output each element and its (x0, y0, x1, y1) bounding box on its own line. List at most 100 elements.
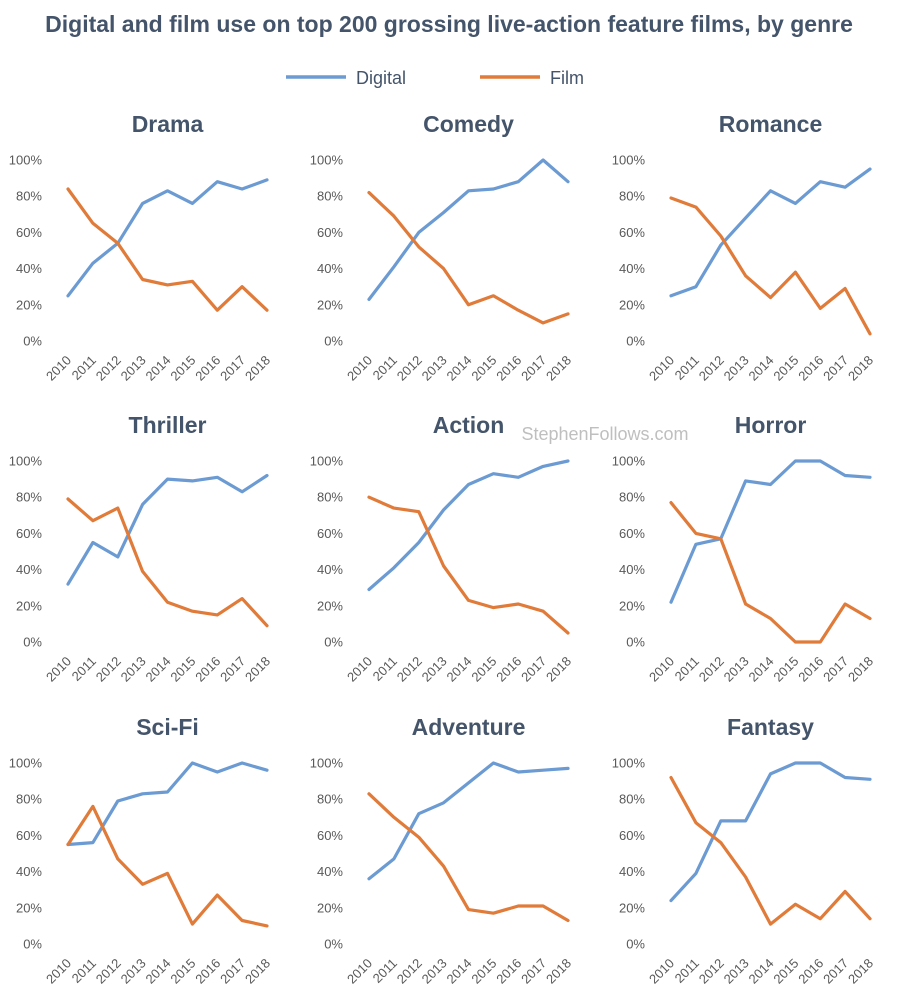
series-line-film (66, 804, 269, 928)
x-tick-label: 2017 (518, 353, 549, 384)
x-tick-label: 2011 (370, 956, 400, 986)
x-tick-label: 2010 (43, 956, 74, 987)
x-tick-label: 2016 (192, 654, 223, 685)
x-tick-label: 2018 (845, 353, 876, 384)
x-tick-label: 2010 (344, 654, 375, 685)
x-tick-label: 2017 (820, 353, 851, 384)
series-line-film (367, 792, 570, 923)
x-tick-label: 2015 (770, 654, 801, 685)
x-tick-label: 2010 (344, 956, 375, 987)
x-tick-label: 2018 (242, 353, 273, 384)
panel-action: Action 0% 20% 40% 60% 80% 100% 2010201120122013… (310, 412, 574, 685)
x-tick-label: 2017 (518, 956, 549, 987)
x-tick-label: 2018 (845, 654, 876, 685)
panel-title-fantasy: Fantasy (727, 714, 814, 740)
y-tick-label: 80% (619, 490, 645, 505)
x-tick-label: 2017 (820, 654, 851, 685)
y-tick-label: 20% (619, 297, 645, 312)
x-tick-label: 2011 (370, 353, 400, 383)
y-tick-label: 100% (612, 454, 646, 469)
x-tick-label: 2012 (696, 353, 727, 384)
y-tick-label: 80% (317, 189, 343, 204)
y-tick-label: 80% (16, 792, 42, 807)
x-tick-label: 2017 (217, 654, 248, 685)
x-tick-label: 2016 (795, 353, 826, 384)
y-tick-label: 20% (317, 900, 343, 915)
x-tick-label: 2017 (217, 956, 248, 987)
x-tick-label: 2017 (820, 956, 851, 987)
series-line-film (367, 495, 570, 635)
y-tick-label: 20% (619, 598, 645, 613)
panel-title-adventure: Adventure (412, 714, 526, 740)
y-tick-label: 80% (317, 792, 343, 807)
y-tick-label: 100% (9, 153, 43, 168)
x-tick-label: 2012 (394, 654, 425, 685)
series-line-film (66, 497, 269, 628)
x-tick-label: 2012 (394, 353, 425, 384)
x-tick-label: 2012 (696, 654, 727, 685)
series-line-digital (669, 459, 872, 604)
x-tick-label: 2018 (242, 654, 273, 685)
x-tick-label: 2016 (493, 654, 524, 685)
series-line-film (66, 187, 269, 312)
panel-drama: Drama0%20%40%60%80%100%20102011201220132… (9, 111, 273, 384)
x-tick-label: 2016 (795, 654, 826, 685)
y-tick-label: 100% (310, 454, 344, 469)
y-tick-label: 40% (16, 864, 42, 879)
y-tick-label: 60% (317, 526, 343, 541)
y-tick-label: 60% (619, 828, 645, 843)
series-line-digital (669, 761, 872, 903)
y-tick-label: 80% (16, 189, 42, 204)
y-tick-label: 60% (619, 526, 645, 541)
y-tick-label: 20% (16, 297, 42, 312)
y-tick-label: 40% (317, 261, 343, 276)
y-tick-label: 100% (9, 454, 43, 469)
x-tick-label: 2014 (746, 956, 777, 987)
panel-title-thriller: Thriller (129, 412, 207, 438)
x-tick-label: 2011 (672, 353, 702, 383)
y-tick-label: 80% (16, 490, 42, 505)
panel-horror: Horror 0% 20% 40% 60% 80% 100% 2010201120122013… (612, 412, 876, 685)
x-tick-label: 2018 (242, 956, 273, 987)
x-tick-label: 2011 (69, 654, 99, 684)
y-tick-label: 60% (317, 225, 343, 240)
panel-thriller: Thriller0%20%40%60%80%100%20102011201220… (9, 412, 273, 685)
x-tick-label: 2014 (143, 654, 174, 685)
x-tick-label: 2013 (118, 956, 149, 987)
y-tick-label: 20% (317, 297, 343, 312)
y-tick-label: 100% (9, 756, 43, 771)
series-line-film (669, 775, 872, 926)
y-tick-label: 60% (16, 225, 42, 240)
x-tick-label: 2013 (721, 353, 752, 384)
x-tick-label: 2011 (69, 353, 99, 383)
y-tick-label: 100% (612, 756, 646, 771)
panel-title-comedy: Comedy (423, 111, 514, 137)
y-tick-label: 100% (310, 153, 344, 168)
x-tick-label: 2015 (468, 956, 499, 987)
watermark: StephenFollows.com (521, 424, 688, 444)
x-tick-label: 2012 (696, 956, 727, 987)
x-tick-label: 2014 (444, 654, 475, 685)
x-tick-label: 2018 (543, 353, 574, 384)
x-tick-label: 2014 (444, 353, 475, 384)
x-tick-label: 2016 (192, 956, 223, 987)
x-tick-label: 2010 (43, 654, 74, 685)
y-tick-label: 20% (619, 900, 645, 915)
panel-title-sci-fi: Sci-Fi (136, 714, 199, 740)
x-tick-label: 2013 (419, 654, 450, 685)
y-tick-label: 80% (619, 792, 645, 807)
x-tick-label: 2015 (468, 353, 499, 384)
x-tick-label: 2017 (518, 654, 549, 685)
genre-panels: Drama0%20%40%60%80%100%20102011201220132… (9, 111, 876, 987)
y-tick-label: 40% (619, 261, 645, 276)
x-tick-label: 2016 (493, 956, 524, 987)
x-tick-label: 2011 (672, 654, 702, 684)
x-tick-label: 2016 (192, 353, 223, 384)
series-line-digital (66, 761, 269, 847)
y-tick-label: 20% (16, 598, 42, 613)
y-tick-label: 80% (317, 490, 343, 505)
panel-title-drama: Drama (132, 111, 204, 137)
x-tick-label: 2015 (167, 353, 198, 384)
x-tick-label: 2010 (646, 654, 677, 685)
legend: Digital Film (286, 68, 584, 88)
